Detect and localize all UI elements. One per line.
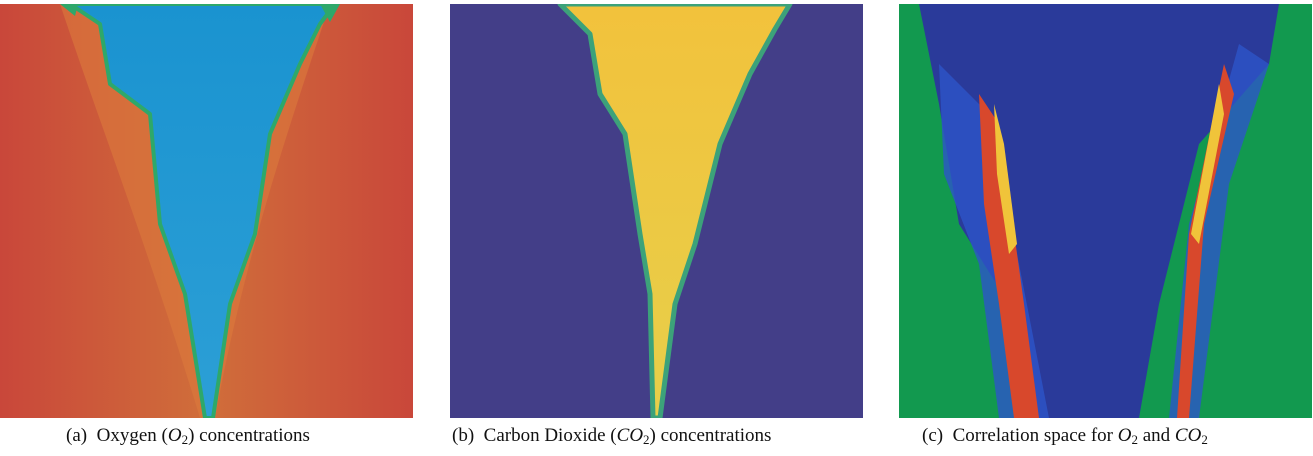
caption-text-middle: and	[1137, 425, 1175, 446]
caption-symbol: O	[1117, 425, 1132, 446]
oxygen-concentration-image	[0, 4, 413, 418]
caption-c: (c) Correlation space for O2 and CO2	[922, 425, 1208, 447]
caption-text: Oxygen (	[96, 425, 168, 446]
caption-b: (b) Carbon Dioxide (CO2) concentrations	[452, 425, 771, 447]
caption-symbol: CO	[616, 425, 644, 446]
caption-label: (a)	[66, 425, 88, 446]
carbon-dioxide-concentration-image	[450, 4, 863, 418]
caption-text-end: ) concentrations	[188, 425, 310, 446]
caption-text: Correlation space for	[952, 425, 1118, 446]
caption-a: (a) Oxygen (O2) concentrations	[66, 425, 310, 447]
caption-subscript: 2	[181, 432, 189, 447]
caption-subscript: 2	[1131, 432, 1138, 447]
caption-text: Carbon Dioxide (	[483, 425, 617, 446]
correlation-space-image	[899, 4, 1312, 418]
caption-label: (b)	[452, 425, 475, 446]
caption-label: (c)	[922, 425, 944, 446]
caption-subscript: 2	[643, 432, 650, 447]
caption-text-end: ) concentrations	[649, 425, 772, 446]
caption-symbol-2: CO	[1174, 425, 1202, 446]
caption-subscript-2: 2	[1201, 432, 1208, 447]
caption-symbol: O	[167, 425, 182, 446]
